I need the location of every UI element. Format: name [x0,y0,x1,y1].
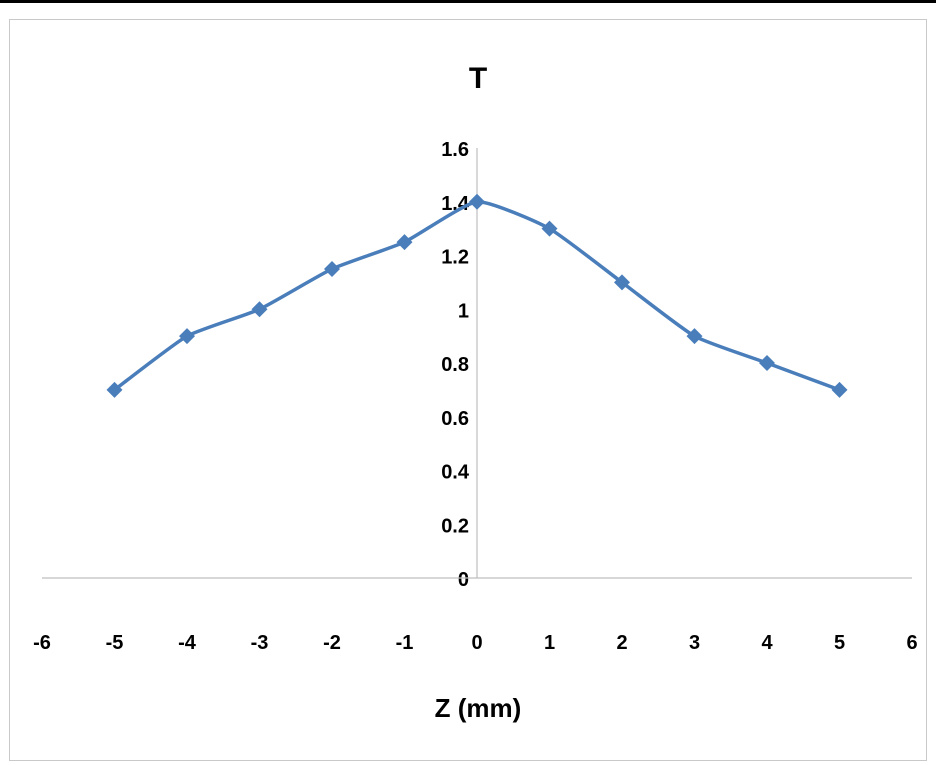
x-tick-label: 0 [471,632,482,654]
data-point-marker [179,328,195,345]
x-tick-label: -2 [323,632,341,654]
x-tick-label: 4 [761,632,773,654]
y-tick-label: 1.2 [441,247,469,269]
y-tick-label: 0.6 [441,408,469,430]
y-axis-ticks: 00.20.40.60.811.21.41.6 [441,139,470,591]
x-axis-title: Z (mm) [435,693,522,723]
x-tick-label: -3 [251,632,269,654]
data-point-marker [541,220,558,237]
x-tick-label: 5 [834,632,845,654]
x-tick-label: -1 [396,632,414,654]
top-border-line [0,0,936,3]
x-tick-label: 3 [689,632,700,654]
x-axis-ticks: -6 -5 -4 -3 -2 -1 0 1 2 3 4 5 6 [33,632,917,654]
data-point-marker [831,381,848,398]
y-tick-label: 0.2 [441,515,469,537]
data-point-marker [324,260,340,277]
chart-area [9,19,927,761]
x-tick-label: -5 [106,632,124,654]
y-tick-label: 1 [458,300,469,322]
data-point-marker [106,381,123,398]
chart-title: T [469,62,487,95]
x-tick-label: 2 [616,632,627,654]
data-point-marker [251,301,268,318]
x-tick-label: 1 [544,632,555,654]
data-point-marker [686,328,703,345]
data-point-marker [396,234,413,251]
x-tick-label: -6 [33,632,51,654]
data-point-marker [614,274,630,291]
x-tick-label: 6 [906,632,917,654]
series-markers [106,193,848,398]
y-tick-label: 0.4 [441,462,470,484]
data-point-marker [469,193,485,210]
x-tick-label: -4 [178,632,197,654]
y-tick-label: 1.6 [441,139,469,161]
data-point-marker [759,355,775,371]
y-tick-label: 0 [458,569,469,591]
y-tick-label: 0.8 [441,354,469,376]
